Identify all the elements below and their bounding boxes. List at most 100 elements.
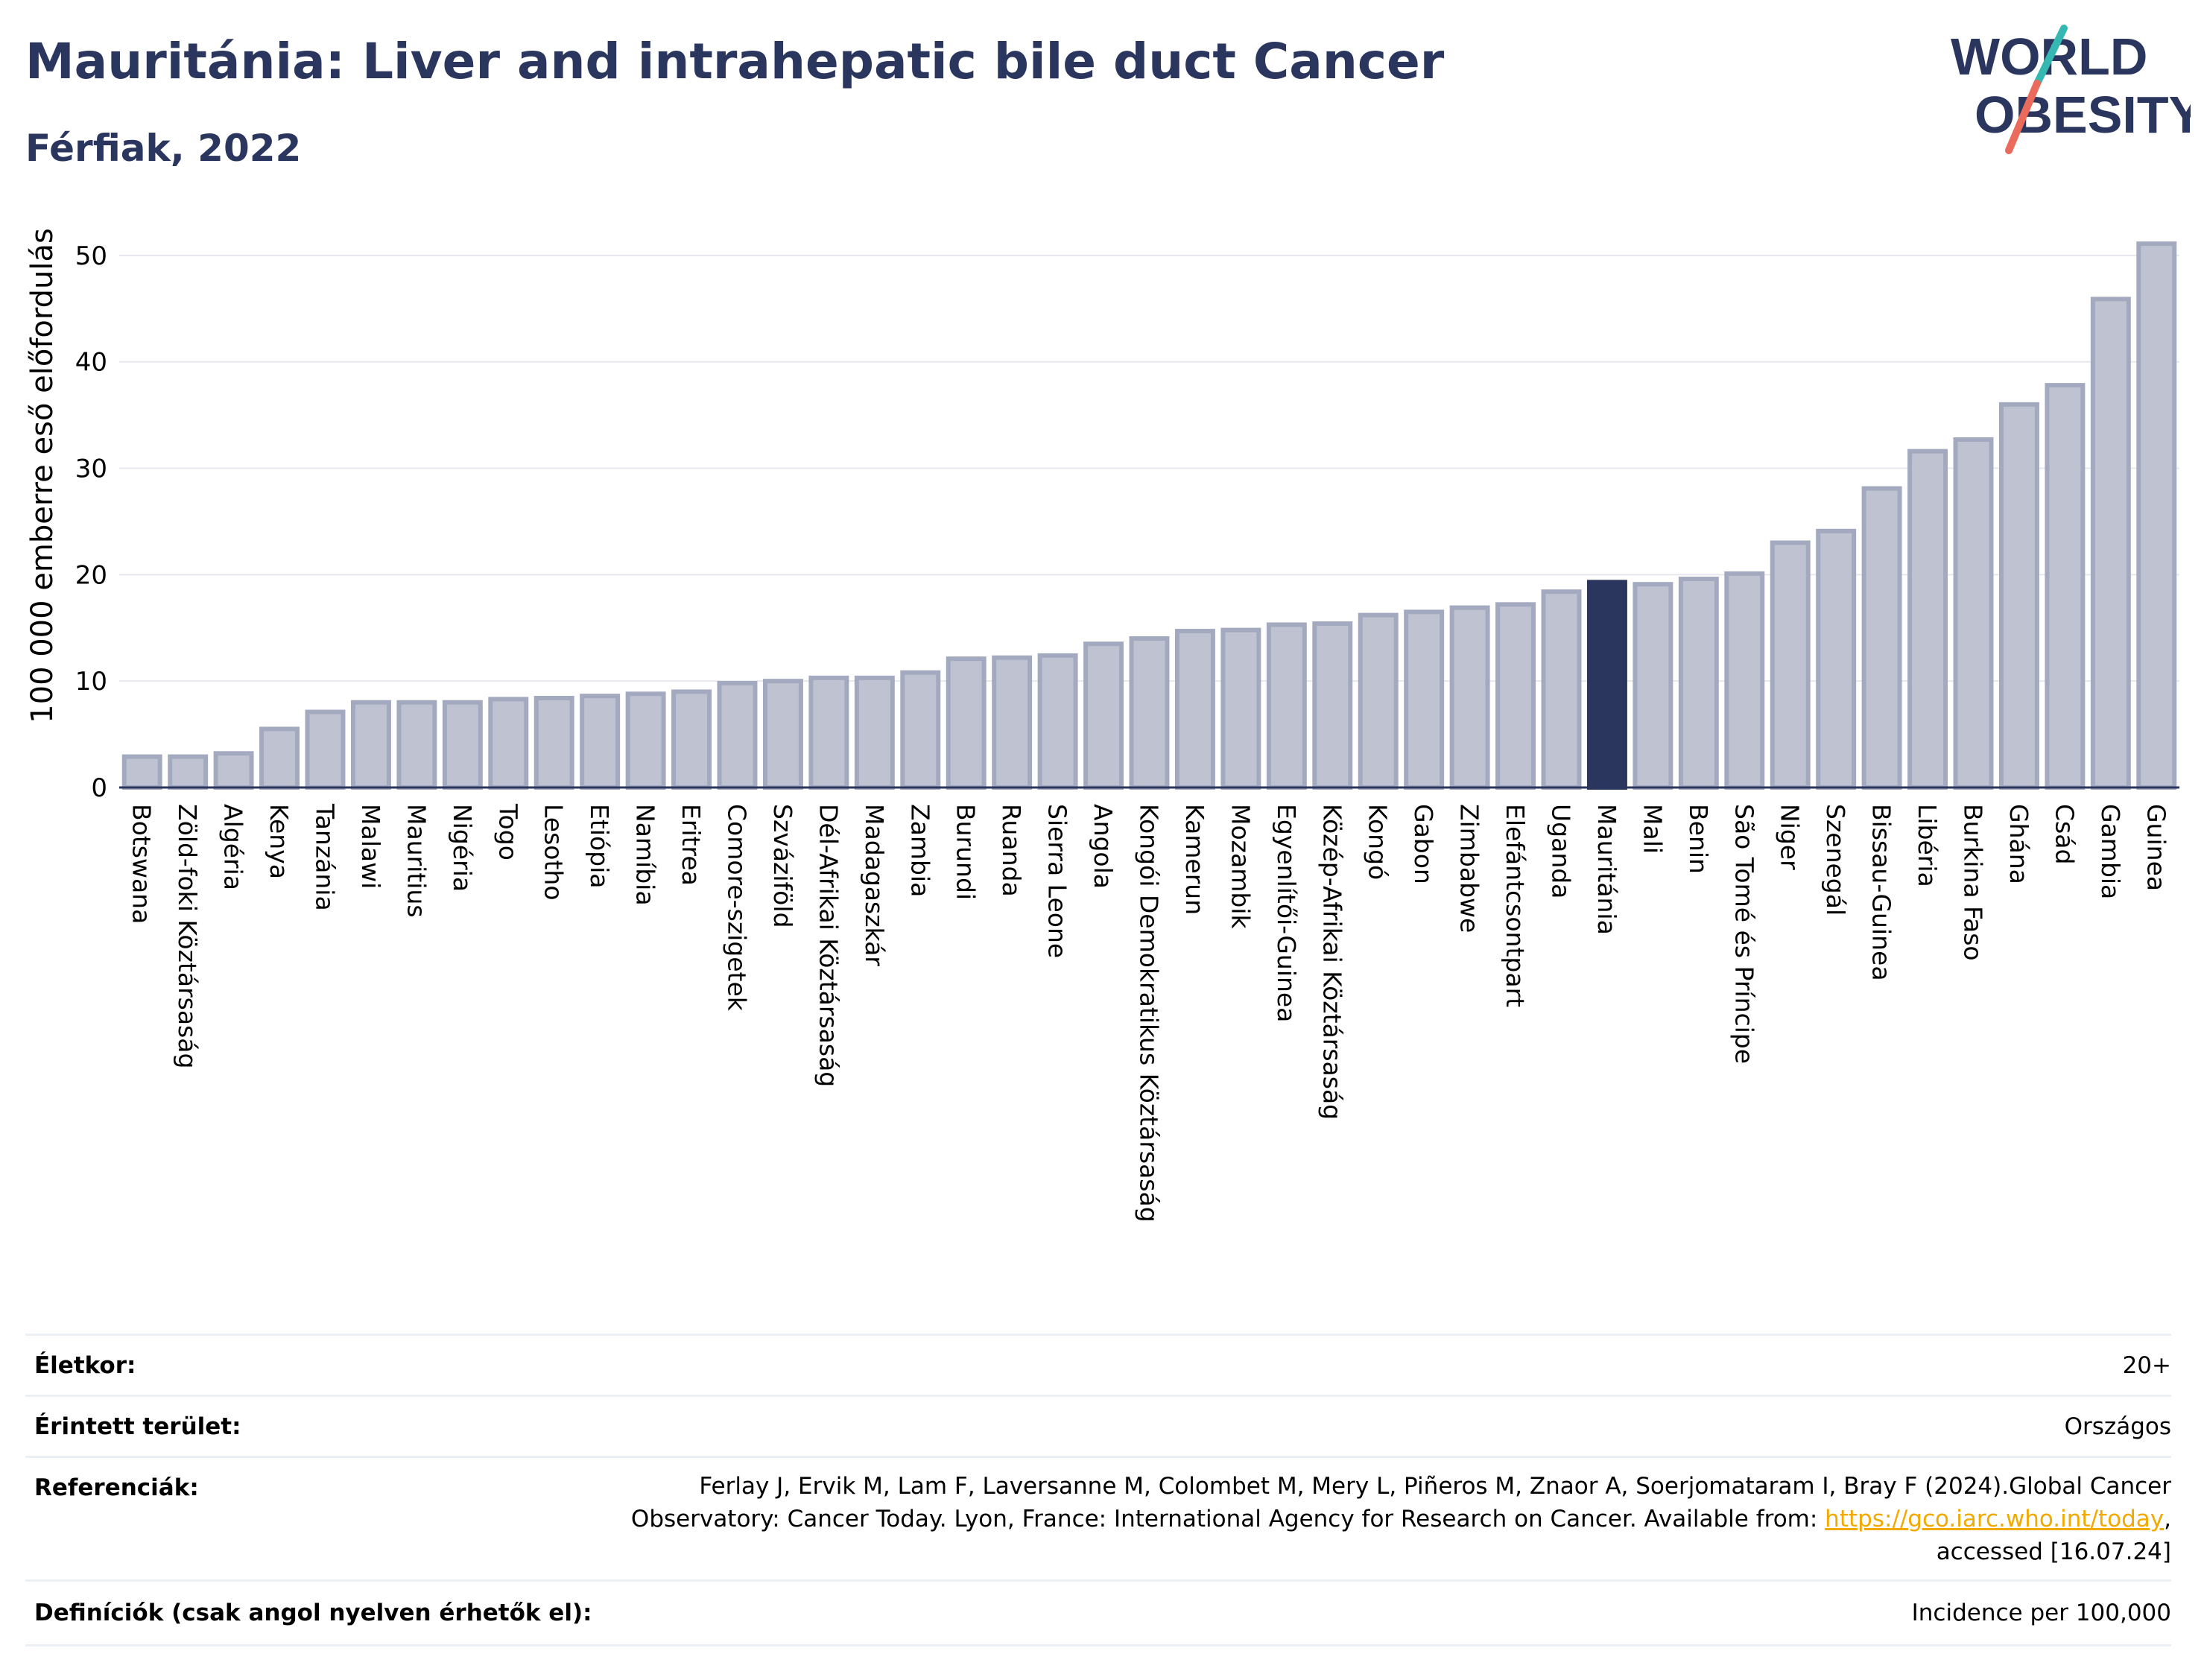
x-tick-label: Elefántcsontpart [1501,804,1530,1007]
area-value: Országos [2064,1413,2171,1440]
x-tick-label: Benin [1684,804,1713,874]
bar [2090,297,2131,790]
age-label: Életkor: [34,1352,136,1379]
bar [121,754,162,790]
bar [762,679,803,790]
reference-line-1: Ferlay J, Ervik M, Lam F, Laversanne M, … [699,1473,2171,1500]
x-tick-label: Gabon [1409,804,1438,884]
x-tick-label: Malawi [356,804,385,889]
x-tick-label: Mauritánia [1592,804,1621,935]
definitions-value: Incidence per 100,000 [1911,1600,2171,1626]
x-tick-label: São Tomé és Príncipe [1729,804,1758,1064]
bar [396,700,437,790]
x-tick-label: Madagaszkár [860,804,889,966]
x-tick-label: Mauritius [402,804,431,918]
x-tick-label: Etiópia [585,804,614,889]
bar [350,700,391,790]
y-tick-label: 10 [75,667,107,697]
bar [946,656,987,790]
bar [1220,627,1261,790]
x-tick-label: Egyenlítői-Guinea [1272,804,1301,1022]
bar [442,700,483,790]
bar [488,697,529,790]
bar [533,696,574,790]
x-tick-label: Algéria [219,804,248,890]
bar [2045,383,2086,790]
bar [1358,612,1399,790]
reference-link[interactable]: https://gco.iarc.who.int/today [1825,1506,2165,1532]
y-axis-label: 100 000 emberre eső előfordulás [25,228,60,723]
bar [1129,636,1170,790]
references-label: Referenciák: [34,1474,199,1501]
page-subtitle: Férfiak, 2022 [25,127,302,170]
bar [1861,486,1902,790]
bar [1266,622,1307,790]
x-tick-label: Namíbia [631,804,660,906]
x-tick-label: Csád [2050,804,2079,864]
meta-row-area: Érintett terület: Országos [25,1395,2171,1456]
x-tick-label: Sierra Leone [1043,804,1072,958]
bar [1037,653,1078,790]
bar [992,655,1033,790]
x-tick-label: Bissau-Guinea [1867,804,1896,981]
reference-line-2-text: Observatory: Cancer Today. Lyon, France:… [630,1506,1825,1532]
bar-chart: 0 10 20 30 40 50 100 000 emberre eső előfordul… [25,228,2179,1223]
x-tick-label: Angola [1089,804,1118,889]
x-tick-label: Gambia [2096,804,2125,899]
bar [1678,577,1719,790]
x-tick-label: Niger [1776,804,1805,870]
x-tick-label: Kamerun [1180,804,1209,915]
bar [2136,241,2177,790]
bar [1541,589,1582,790]
bar [1083,641,1124,790]
y-tick-label: 30 [75,454,107,484]
reference-line-2-end: , [2164,1506,2171,1532]
x-tick-label: Uganda [1547,804,1576,898]
bar [671,689,712,790]
y-tick-label: 50 [75,241,107,271]
x-tick-label: Comore-szigetek [723,804,752,1012]
x-tick-label: Eritrea [677,804,706,886]
area-label: Érintett terület: [34,1413,241,1440]
bar [1404,609,1445,790]
bar [1816,528,1857,790]
x-tick-label: Kenya [265,804,294,879]
page-title: Mauritánia: Liver and intrahepatic bile … [25,33,1445,90]
bar [1174,629,1215,790]
bar [1907,448,1948,790]
bar [625,691,666,790]
bar [1953,437,1994,790]
x-tick-label: Zöld-foki Köztársaság [173,804,202,1068]
x-tick-label: Ruanda [997,804,1026,897]
x-tick-label: Közép-Afrikai Köztársaság [1317,804,1346,1120]
logo-line2: OBESITY [1975,86,2191,144]
bar [1770,540,1811,790]
bar [808,675,849,790]
x-tick-label: Tanzánia [311,803,340,911]
x-tick-label: Burundi [951,804,981,900]
bar [1633,582,1673,790]
x-tick-label: Burkina Faso [1959,804,1988,961]
bar [305,709,346,790]
x-tick-label: Mozambik [1226,804,1255,929]
reference-line-2: Observatory: Cancer Today. Lyon, France:… [631,1503,2171,1535]
bar [580,694,621,790]
references-value: Ferlay J, Ervik M, Lam F, Laversanne M, … [631,1470,2171,1568]
x-tick-label: Guinea [2141,804,2170,891]
x-tick-label: Zimbabwe [1455,804,1484,933]
x-tick-label: Zambia [905,804,934,897]
x-tick-label: Kongói Demokratikus Köztársaság [1135,804,1164,1223]
x-tick-label: Nigéria [448,804,477,892]
bar [168,754,209,790]
y-tick-label: 20 [75,560,107,590]
x-tick-label: Szváziföld [768,804,797,928]
y-tick-label: 40 [75,348,107,378]
age-value: 20+ [2122,1352,2171,1379]
x-tick-label: Lesotho [539,804,569,901]
bar [1449,605,1490,790]
bar [259,726,300,790]
x-tick-label: Libéria [1913,804,1942,887]
bar [1724,571,1765,790]
x-tick-label: Botswana [127,804,156,924]
bar [900,670,941,790]
